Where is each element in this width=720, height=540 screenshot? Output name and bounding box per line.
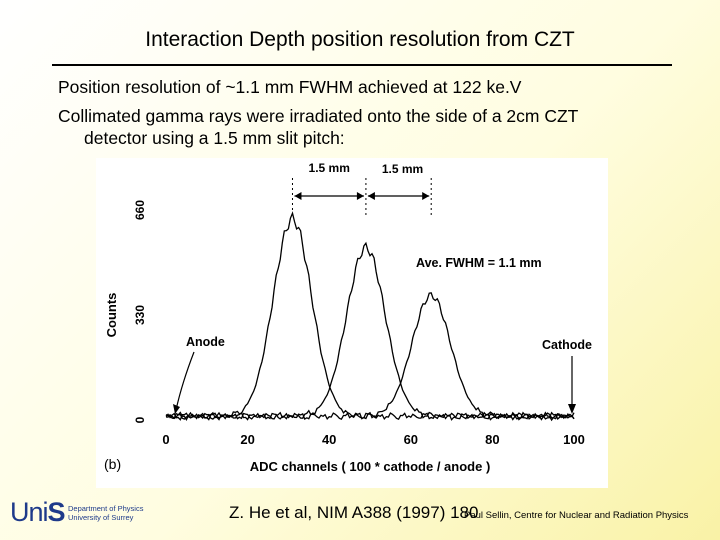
slide-title: Interaction Depth position resolution fr…: [145, 28, 575, 51]
series-line-3: [165, 292, 575, 422]
x-tick-label: 60: [404, 432, 418, 447]
bullet-setup: Collimated gamma rays were irradiated on…: [58, 105, 668, 149]
anode-arrow: [175, 351, 195, 411]
title-divider: [52, 64, 672, 66]
bullet-resolution: Position resolution of ~1.1 mm FWHM achi…: [58, 77, 522, 97]
bullet-setup-line1: Collimated gamma rays were irradiated on…: [58, 106, 579, 126]
arrowhead: [294, 192, 302, 200]
x-tick-label: 80: [485, 432, 499, 447]
series-line-2: [165, 241, 575, 421]
x-tick-label: 40: [322, 432, 336, 447]
bullet-setup-line2: detector using a 1.5 mm slit pitch:: [84, 128, 345, 148]
y-axis-label: Counts: [104, 293, 119, 338]
logo-dept-line1: Department of Physics: [68, 504, 144, 513]
x-axis-label: ADC channels ( 100 * cathode / anode ): [250, 459, 491, 474]
depth-resolution-chart: 0 20 40 60 80 100 0 330 660 Counts ADC channels ( …: [104, 161, 592, 474]
series-line-1: [165, 211, 575, 422]
arrowhead: [422, 192, 430, 200]
university-logo: UniS Department of Physics University of…: [10, 497, 155, 528]
arrowhead: [356, 192, 364, 200]
x-tick-label: 0: [162, 432, 169, 447]
anode-arrowhead: [173, 404, 180, 414]
arrowhead: [367, 192, 375, 200]
y-tick-label: 0: [133, 416, 147, 423]
x-tick-label: 100: [563, 432, 585, 447]
x-tick-label: 20: [240, 432, 254, 447]
logo-wordmark: UniS: [10, 497, 66, 527]
footer-credit: Paul Sellin, Centre for Nuclear and Radi…: [464, 510, 689, 521]
panel-label: (b): [104, 456, 121, 472]
logo-dept-line2: University of Surrey: [68, 513, 134, 522]
citation: Z. He et al, NIM A388 (1997) 180: [229, 503, 479, 522]
spacing-label-1: 1.5 mm: [309, 161, 350, 175]
cathode-label: Cathode: [542, 338, 592, 352]
y-tick-label: 330: [133, 305, 147, 325]
anode-label: Anode: [186, 335, 225, 349]
cathode-arrowhead: [568, 404, 576, 414]
logo-department: Department of Physics University of Surr…: [68, 504, 143, 522]
spacing-label-2: 1.5 mm: [382, 162, 423, 176]
fwhm-annotation: Ave. FWHM = 1.1 mm: [416, 256, 542, 270]
chart-figure: 0 20 40 60 80 100 0 330 660 Counts ADC channels ( …: [96, 158, 608, 488]
y-tick-label: 660: [133, 200, 147, 220]
